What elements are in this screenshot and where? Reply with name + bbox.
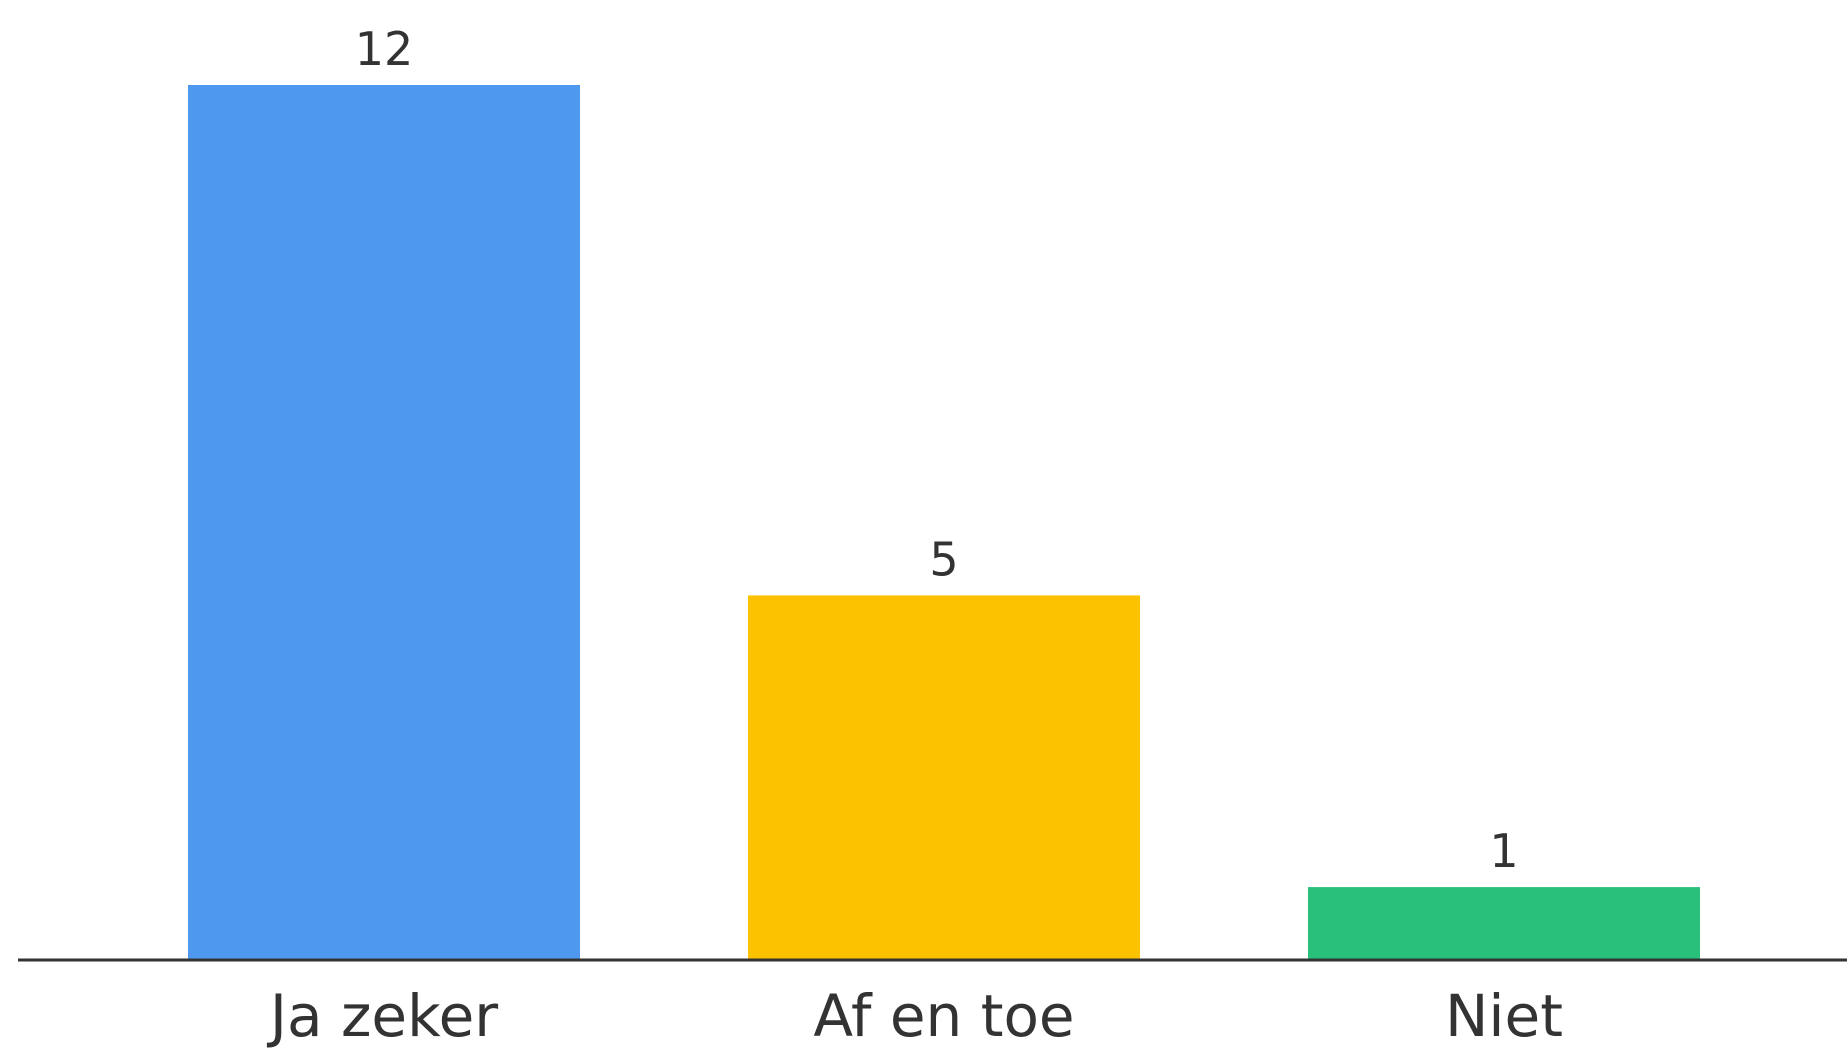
x-tick-label: Af en toe bbox=[813, 982, 1074, 1049]
value-label: 1 bbox=[1489, 824, 1518, 878]
x-tick-label: Niet bbox=[1445, 982, 1563, 1049]
bar bbox=[748, 595, 1140, 960]
value-label: 12 bbox=[355, 22, 414, 76]
value-label: 5 bbox=[929, 532, 958, 586]
bar bbox=[1308, 887, 1700, 960]
bar bbox=[188, 85, 580, 960]
x-tick-label: Ja zeker bbox=[267, 982, 498, 1049]
